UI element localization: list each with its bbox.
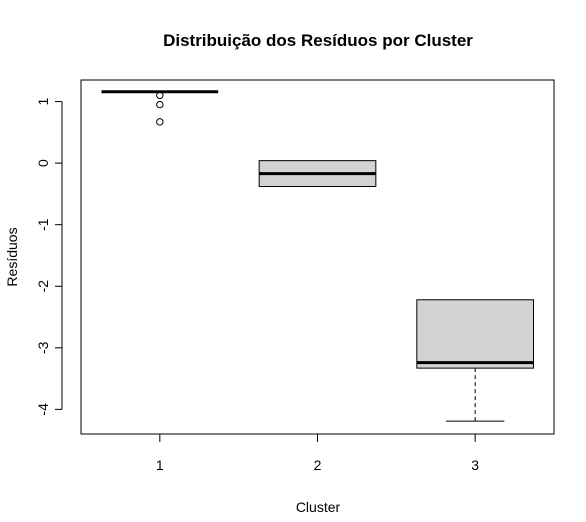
x-axis: 1 2 3 bbox=[156, 433, 479, 473]
chart-title: Distribuição dos Resíduos por Cluster bbox=[163, 31, 473, 50]
x-tick-label: 3 bbox=[471, 457, 479, 473]
y-tick-label: -4 bbox=[35, 403, 51, 416]
y-axis-label: Resíduos bbox=[4, 227, 20, 286]
y-axis: 1 0 -1 -2 -3 -4 bbox=[35, 97, 63, 416]
y-tick-label: -2 bbox=[35, 280, 51, 293]
outlier-point bbox=[156, 91, 164, 100]
plot-frame bbox=[80, 79, 555, 435]
box-group-2 bbox=[258, 160, 377, 188]
y-tick-label: -1 bbox=[35, 218, 51, 231]
box-group-3 bbox=[416, 299, 535, 422]
box-group-1 bbox=[101, 90, 219, 126]
x-axis-label: Cluster bbox=[296, 499, 341, 515]
y-tick-label: -3 bbox=[35, 341, 51, 354]
outlier-point bbox=[156, 100, 164, 109]
y-tick-label: 0 bbox=[35, 159, 51, 167]
y-tick-label: 1 bbox=[35, 97, 51, 105]
x-tick-label: 1 bbox=[156, 457, 164, 473]
x-tick-label: 2 bbox=[314, 457, 322, 473]
box-iqr bbox=[416, 299, 535, 369]
boxes bbox=[101, 90, 535, 422]
outlier-point bbox=[156, 118, 164, 126]
